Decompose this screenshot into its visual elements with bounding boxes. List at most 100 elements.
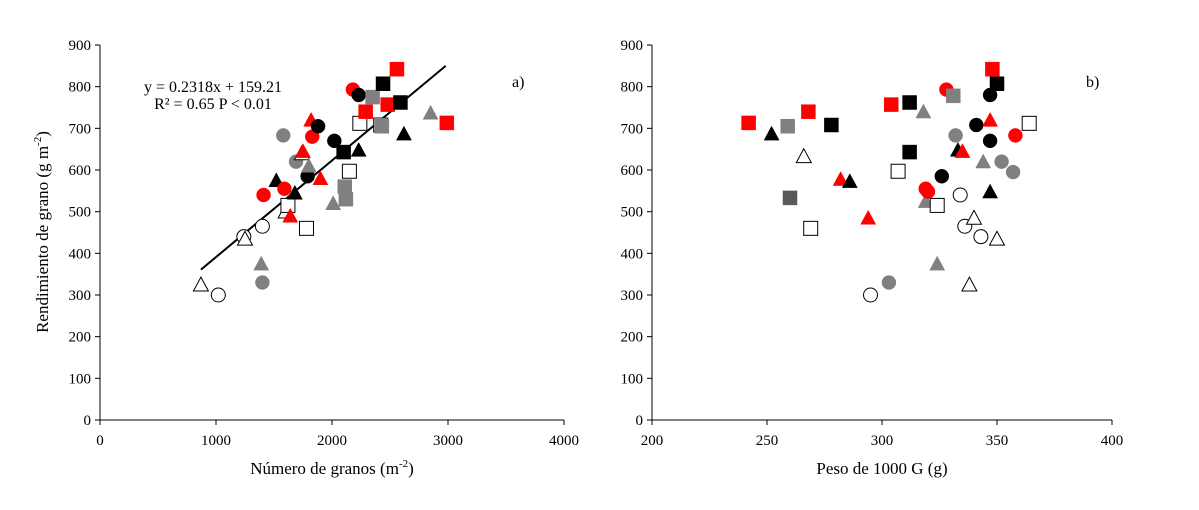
panel-a-chart: a) y = 0.2318x + 159.21 R² = 0.65 P < 0.… bbox=[32, 38, 579, 478]
panel-a-x-axis-label-sup: -2 bbox=[399, 458, 408, 470]
panel-b-y-tick-label: 900 bbox=[621, 38, 644, 54]
panel-a-y-tick-label: 600 bbox=[69, 163, 92, 179]
data-point-circle bbox=[310, 119, 326, 134]
data-point-square bbox=[439, 115, 455, 131]
data-point-circle bbox=[994, 154, 1009, 169]
data-point-circle bbox=[948, 128, 963, 143]
data-point-square bbox=[365, 89, 380, 105]
data-point-square bbox=[824, 117, 839, 133]
panel-a-y-tick-label: 500 bbox=[69, 205, 92, 221]
regression-equation: y = 0.2318x + 159.21 bbox=[144, 79, 282, 96]
data-point-circle bbox=[934, 169, 950, 184]
data-point-triangle bbox=[982, 183, 999, 199]
panel-b-x-tick-label: 250 bbox=[756, 433, 779, 449]
data-point-square bbox=[801, 104, 816, 119]
data-point-triangle bbox=[929, 255, 946, 271]
panel-b-y-tick-label: 700 bbox=[621, 121, 644, 137]
data-point-square bbox=[280, 197, 296, 213]
data-point-square bbox=[803, 220, 819, 236]
data-point-circle bbox=[351, 87, 366, 103]
data-point-triangle bbox=[253, 255, 270, 271]
data-point-circle bbox=[210, 287, 226, 303]
panel-a-y-axis-label: Rendimiento de grano (g m-2) bbox=[32, 131, 52, 333]
panel-a-x-axis-label-tail: ) bbox=[408, 459, 414, 478]
data-point-square bbox=[890, 163, 906, 179]
panel-a-x-tick-label: 0 bbox=[96, 433, 104, 449]
panel-b-x-tick-label: 350 bbox=[986, 433, 1009, 449]
data-point-triangle bbox=[350, 141, 367, 157]
data-point-square bbox=[741, 115, 756, 131]
panel-b-y-tick-label: 800 bbox=[621, 80, 644, 96]
panel-b-y-tick-label: 200 bbox=[621, 330, 644, 346]
data-point-circle bbox=[969, 117, 984, 133]
data-point-square bbox=[389, 61, 405, 77]
data-point-triangle bbox=[236, 230, 254, 246]
data-point-triangle bbox=[915, 103, 932, 119]
data-point-square bbox=[989, 76, 1005, 91]
data-point-square bbox=[782, 190, 798, 206]
data-point-square bbox=[358, 104, 373, 119]
panel-b-y-tick-label: 100 bbox=[621, 371, 644, 387]
data-point-triangle bbox=[312, 170, 329, 185]
panel-a-y-axis-label-text: Rendimiento de grano (g m bbox=[33, 146, 52, 333]
panel-b-y-tick-label: 600 bbox=[621, 163, 644, 179]
data-point-circle bbox=[254, 218, 270, 234]
data-point-circle bbox=[952, 187, 968, 203]
data-point-square bbox=[780, 119, 795, 134]
data-point-triangle bbox=[763, 125, 780, 141]
panel-b-y-tick-label: 0 bbox=[636, 413, 644, 429]
data-point-triangle bbox=[975, 153, 992, 169]
data-point-triangle bbox=[300, 157, 317, 173]
panel-a-x-tick-label: 4000 bbox=[549, 433, 579, 449]
panel-a-y-axis-label-sup: -2 bbox=[32, 137, 44, 146]
data-point-triangle bbox=[286, 184, 303, 200]
data-point-circle bbox=[982, 133, 998, 149]
data-point-triangle bbox=[982, 111, 999, 127]
data-point-triangle bbox=[396, 125, 412, 141]
data-point-square bbox=[902, 95, 917, 110]
panel-b-y-tick-label: 500 bbox=[621, 205, 644, 221]
panel-a-x-axis-label-text: Número de granos (m bbox=[250, 459, 399, 478]
data-point-square bbox=[375, 76, 391, 91]
data-point-square bbox=[374, 119, 390, 134]
data-point-square bbox=[946, 88, 961, 104]
data-point-square bbox=[883, 97, 899, 112]
data-point-square bbox=[393, 95, 408, 110]
data-point-triangle bbox=[295, 143, 311, 158]
panel-a-x-axis-label: Número de granos (m-2) bbox=[250, 458, 414, 478]
data-point-square bbox=[298, 220, 314, 236]
data-point-square bbox=[380, 97, 395, 112]
panel-a-y-tick-label: 200 bbox=[69, 330, 92, 346]
panel-a-x-tick-label: 3000 bbox=[433, 433, 463, 449]
panel-a-y-tick-label: 800 bbox=[69, 80, 92, 96]
data-point-circle bbox=[277, 181, 292, 196]
data-point-circle bbox=[256, 187, 271, 203]
panel-a-y-tick-label: 100 bbox=[69, 371, 92, 387]
panel-a-y-axis-label-tail: ) bbox=[33, 131, 52, 137]
data-point-triangle bbox=[192, 276, 210, 292]
data-point-triangle bbox=[961, 276, 978, 292]
data-point-triangle bbox=[325, 195, 342, 210]
data-point-triangle bbox=[282, 207, 299, 223]
data-point-square bbox=[902, 144, 917, 160]
data-point-circle bbox=[1005, 164, 1021, 180]
data-point-triangle bbox=[422, 104, 439, 120]
data-point-triangle bbox=[841, 173, 858, 188]
panel-a-y-tick-label: 700 bbox=[69, 121, 92, 137]
data-point-triangle bbox=[954, 143, 971, 158]
data-point-circle bbox=[863, 287, 878, 303]
data-point-triangle bbox=[795, 147, 813, 164]
data-point-circle bbox=[920, 184, 936, 199]
panel-b-chart: b) Peso de 1000 G (g) 0 100 200 300 400 500 60… bbox=[621, 38, 1124, 478]
data-point-triangle bbox=[832, 171, 849, 186]
data-point-circle bbox=[1008, 128, 1023, 143]
panel-a-label: a) bbox=[512, 74, 524, 91]
data-point-square bbox=[985, 61, 1000, 77]
data-point-triangle bbox=[965, 209, 983, 225]
data-point-square bbox=[337, 179, 353, 194]
panel-b-y-tick-label: 300 bbox=[621, 288, 644, 304]
data-point-circle bbox=[255, 275, 270, 290]
data-point-square bbox=[338, 191, 354, 207]
panel-a-y-tick-label: 400 bbox=[69, 246, 92, 262]
data-point-triangle bbox=[917, 193, 934, 208]
